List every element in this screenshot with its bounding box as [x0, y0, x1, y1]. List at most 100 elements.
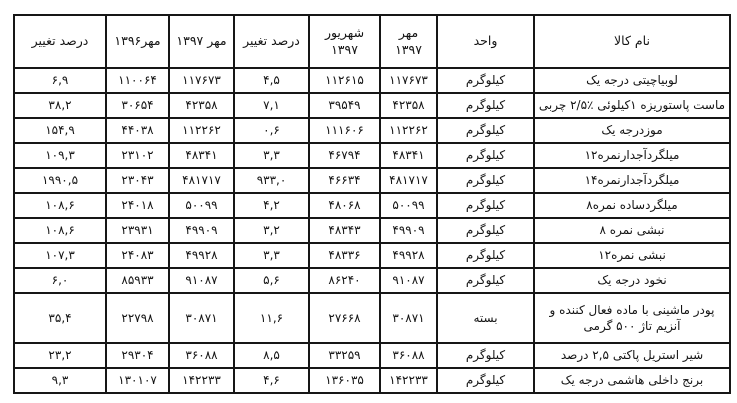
table-row: ماست پاستوریزه ۱کیلوئی ٪۲/۵ چربی کیلوگرم…	[13, 92, 731, 119]
cell-mehr-1396: ۴۴۰۳۸	[105, 117, 170, 144]
cell-mehr-1397-right: ۴۸۳۴۱	[379, 142, 438, 169]
cell-mehr-1397-right: ۱۴۲۲۳۳	[379, 367, 438, 394]
cell-product-name: میلگردآجدارنمره۱۴	[533, 167, 731, 194]
cell-unit: کیلوگرم	[436, 267, 535, 294]
cell-pct-change-month: ۳,۳	[233, 142, 310, 169]
cell-shahrivar-1397: ۱۱۲۶۱۵	[308, 67, 381, 94]
header-pct-change-year: درصد تغییر	[13, 14, 107, 69]
cell-shahrivar-1397: ۸۶۲۴۰	[308, 267, 381, 294]
cell-pct-change-month: ۴,۶	[233, 367, 310, 394]
table-row: نبشی نمره ۸ کیلوگرم ۴۹۹۰۹ ۴۸۳۴۳ ۳,۲ ۴۹۹۰…	[13, 217, 731, 244]
cell-unit: بسته	[436, 292, 535, 344]
price-table-container: نام کالا واحد مهر ۱۳۹۷ شهریور ۱۳۹۷ درصد …	[13, 14, 731, 394]
cell-mehr-1396: ۲۴۰۱۸	[105, 192, 170, 219]
cell-product-name: میلگردآجدارنمره۱۲	[533, 142, 731, 169]
cell-pct-change-month: ۹۳۳,۰	[233, 167, 310, 194]
cell-mehr-1397-right: ۵۰۰۹۹	[379, 192, 438, 219]
cell-mehr-1396: ۱۱۰۰۶۴	[105, 67, 170, 94]
cell-product-name: لوبیاچیتی درجه یک	[533, 67, 731, 94]
cell-mehr-1397-right: ۹۱۰۸۷	[379, 267, 438, 294]
header-unit: واحد	[436, 14, 535, 69]
cell-pct-change-year: ۱۰۸,۶	[13, 192, 107, 219]
cell-shahrivar-1397: ۳۳۲۵۹	[308, 342, 381, 369]
header-row: نام کالا واحد مهر ۱۳۹۷ شهریور ۱۳۹۷ درصد …	[13, 14, 731, 69]
cell-mehr-1396: ۳۰۶۵۴	[105, 92, 170, 119]
table-row: میلگردساده نمره۸ کیلوگرم ۵۰۰۹۹ ۴۸۰۶۸ ۴,۲…	[13, 192, 731, 219]
cell-product-name: ماست پاستوریزه ۱کیلوئی ٪۲/۵ چربی	[533, 92, 731, 119]
cell-mehr-1397-right: ۴۹۹۲۸	[379, 242, 438, 269]
cell-pct-change-year: ۱۰۸,۶	[13, 217, 107, 244]
cell-pct-change-month: ۴,۲	[233, 192, 310, 219]
cell-shahrivar-1397: ۱۱۱۶۰۶	[308, 117, 381, 144]
cell-unit: کیلوگرم	[436, 367, 535, 394]
cell-mehr-1396: ۲۳۰۴۳	[105, 167, 170, 194]
cell-pct-change-year: ۹,۳	[13, 367, 107, 394]
cell-shahrivar-1397: ۳۹۵۴۹	[308, 92, 381, 119]
cell-mehr-1397-right: ۴۸۱۷۱۷	[379, 167, 438, 194]
cell-product-name: برنج داخلی هاشمی درجه یک	[533, 367, 731, 394]
commodity-price-table: نام کالا واحد مهر ۱۳۹۷ شهریور ۱۳۹۷ درصد …	[13, 14, 731, 394]
cell-pct-change-year: ۱۰۷,۳	[13, 242, 107, 269]
header-shahrivar-1397: شهریور ۱۳۹۷	[308, 14, 381, 69]
cell-mehr-1396: ۸۵۹۳۳	[105, 267, 170, 294]
cell-mehr-1397-right: ۱۱۲۲۶۲	[379, 117, 438, 144]
cell-product-name: نبشی نمره ۸	[533, 217, 731, 244]
cell-pct-change-month: ۱۱,۶	[233, 292, 310, 344]
table-body: لوبیاچیتی درجه یک کیلوگرم ۱۱۷۶۷۳ ۱۱۲۶۱۵ …	[13, 67, 731, 394]
cell-mehr-1397-left: ۳۰۸۷۱	[168, 292, 235, 344]
cell-shahrivar-1397: ۴۸۰۶۸	[308, 192, 381, 219]
cell-pct-change-month: ۵,۶	[233, 267, 310, 294]
cell-mehr-1397-right: ۴۲۳۵۸	[379, 92, 438, 119]
cell-unit: کیلوگرم	[436, 92, 535, 119]
cell-shahrivar-1397: ۴۸۳۳۶	[308, 242, 381, 269]
cell-unit: کیلوگرم	[436, 342, 535, 369]
cell-pct-change-month: ۰,۶	[233, 117, 310, 144]
table-row: میلگردآجدارنمره۱۲ کیلوگرم ۴۸۳۴۱ ۴۶۷۹۴ ۳,…	[13, 142, 731, 169]
cell-mehr-1397-left: ۴۹۹۰۹	[168, 217, 235, 244]
cell-mehr-1397-left: ۱۴۲۲۳۳	[168, 367, 235, 394]
header-pct-change-month: درصد تغییر	[233, 14, 310, 69]
cell-shahrivar-1397: ۴۶۶۳۴	[308, 167, 381, 194]
table-row: پودر ماشینی با ماده فعال کننده و آنزیم ت…	[13, 292, 731, 344]
cell-shahrivar-1397: ۱۳۶۰۳۵	[308, 367, 381, 394]
cell-mehr-1396: ۲۲۷۹۸	[105, 292, 170, 344]
cell-mehr-1396: ۲۹۳۰۴	[105, 342, 170, 369]
cell-pct-change-year: ۶,۰	[13, 267, 107, 294]
cell-unit: کیلوگرم	[436, 192, 535, 219]
cell-mehr-1397-right: ۳۰۸۷۱	[379, 292, 438, 344]
cell-pct-change-month: ۴,۵	[233, 67, 310, 94]
cell-pct-change-year: ۳۵,۴	[13, 292, 107, 344]
cell-product-name: پودر ماشینی با ماده فعال کننده و آنزیم ت…	[533, 292, 731, 344]
table-row: نخود درجه یک کیلوگرم ۹۱۰۸۷ ۸۶۲۴۰ ۵,۶ ۹۱۰…	[13, 267, 731, 294]
header-mehr-1396: مهر۱۳۹۶	[105, 14, 170, 69]
cell-unit: کیلوگرم	[436, 142, 535, 169]
cell-mehr-1397-left: ۵۰۰۹۹	[168, 192, 235, 219]
cell-pct-change-month: ۸,۵	[233, 342, 310, 369]
cell-shahrivar-1397: ۴۸۳۴۳	[308, 217, 381, 244]
cell-product-name: نخود درجه یک	[533, 267, 731, 294]
cell-pct-change-month: ۷,۱	[233, 92, 310, 119]
header-mehr-1397-right: مهر ۱۳۹۷	[379, 14, 438, 69]
cell-mehr-1397-right: ۴۹۹۰۹	[379, 217, 438, 244]
cell-mehr-1397-left: ۴۲۳۵۸	[168, 92, 235, 119]
table-row: برنج داخلی هاشمی درجه یک کیلوگرم ۱۴۲۲۳۳ …	[13, 367, 731, 394]
cell-pct-change-month: ۳,۲	[233, 217, 310, 244]
cell-mehr-1397-left: ۴۸۱۷۱۷	[168, 167, 235, 194]
cell-shahrivar-1397: ۴۶۷۹۴	[308, 142, 381, 169]
cell-product-name: میلگردساده نمره۸	[533, 192, 731, 219]
cell-mehr-1397-right: ۳۶۰۸۸	[379, 342, 438, 369]
cell-pct-change-year: ۳۸,۲	[13, 92, 107, 119]
cell-mehr-1396: ۲۳۹۳۱	[105, 217, 170, 244]
cell-pct-change-year: ۲۳,۲	[13, 342, 107, 369]
cell-unit: کیلوگرم	[436, 67, 535, 94]
table-row: موزدرجه یک کیلوگرم ۱۱۲۲۶۲ ۱۱۱۶۰۶ ۰,۶ ۱۱۲…	[13, 117, 731, 144]
cell-unit: کیلوگرم	[436, 117, 535, 144]
cell-pct-change-year: ۱۰۹,۳	[13, 142, 107, 169]
cell-product-name: شیر استریل پاکتی ۲,۵ درصد	[533, 342, 731, 369]
cell-product-name: موزدرجه یک	[533, 117, 731, 144]
cell-unit: کیلوگرم	[436, 167, 535, 194]
cell-mehr-1397-right: ۱۱۷۶۷۳	[379, 67, 438, 94]
cell-mehr-1397-left: ۱۱۷۶۷۳	[168, 67, 235, 94]
cell-pct-change-month: ۳,۳	[233, 242, 310, 269]
cell-mehr-1397-left: ۹۱۰۸۷	[168, 267, 235, 294]
